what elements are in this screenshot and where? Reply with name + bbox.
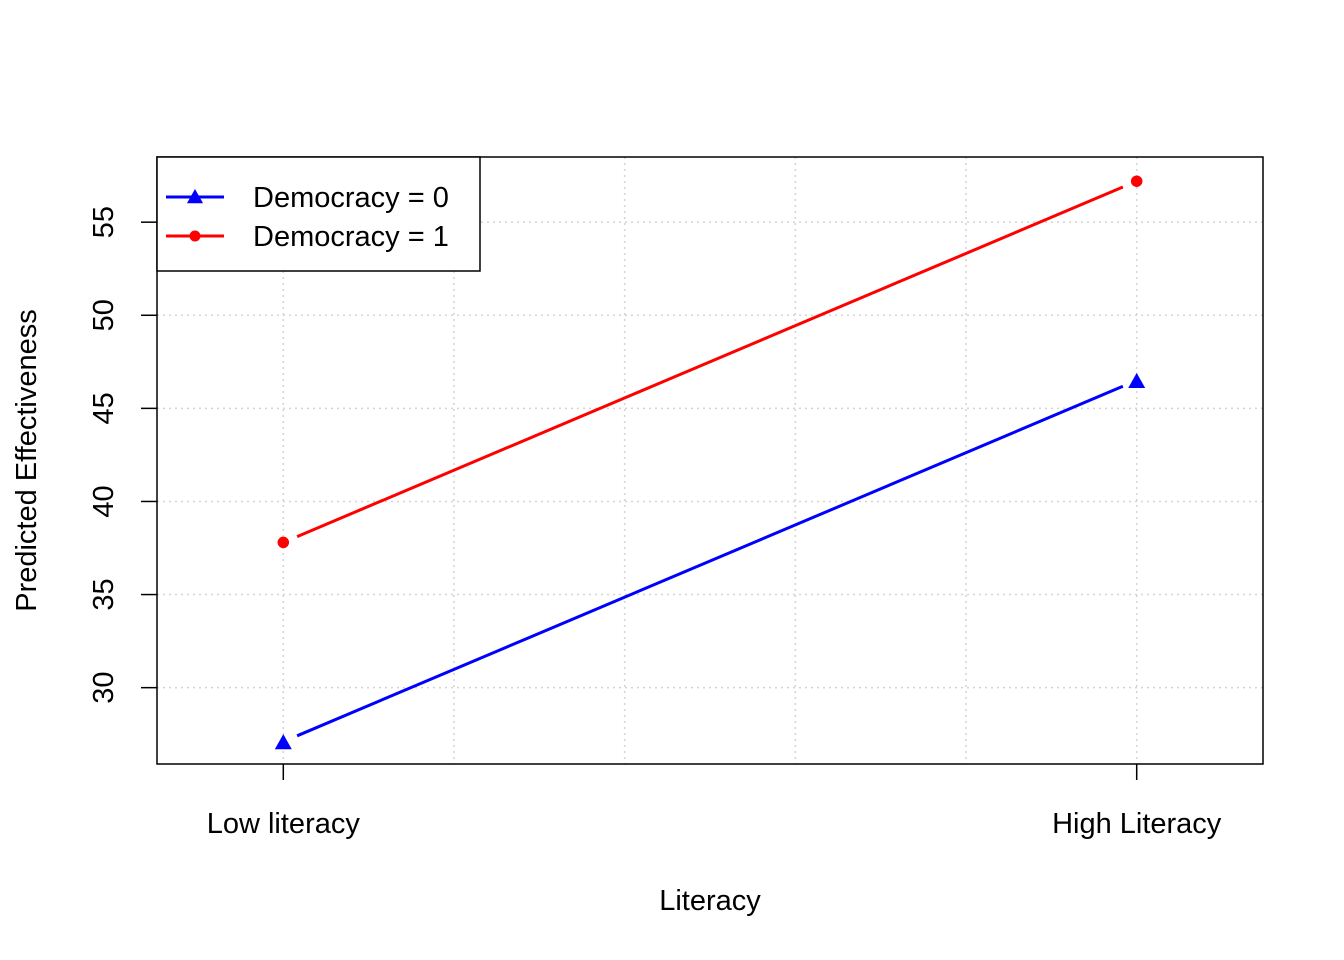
- legend-label-democracy-0: Democracy = 0: [253, 182, 449, 214]
- y-tick-label: 30: [88, 672, 120, 704]
- plot-frame: [156, 156, 1264, 765]
- y-tick-label: 40: [88, 485, 120, 517]
- data-point: [277, 536, 290, 549]
- y-axis-title: Predicted Effectiveness: [11, 309, 43, 612]
- y-tick-label: 50: [88, 299, 120, 331]
- legend-marker-circle: [189, 230, 201, 242]
- series-line: [296, 384, 1124, 738]
- data-point: [274, 734, 292, 750]
- grid: [157, 157, 1263, 764]
- x-tick-label: High Literacy: [1052, 808, 1222, 840]
- y-tick-label: 45: [88, 392, 120, 424]
- x-axis: Low literacy High Literacy: [207, 764, 1222, 840]
- data-point: [1128, 372, 1146, 388]
- data-point: [1130, 175, 1143, 187]
- legend: Democracy = 0 Democracy = 1: [156, 156, 481, 272]
- series-layer: [274, 175, 1146, 750]
- y-tick-label: 35: [88, 578, 120, 610]
- legend-label-democracy-1: Democracy = 1: [253, 221, 449, 253]
- y-tick-label: 55: [88, 206, 120, 238]
- y-axis: 30 35 40 45 50 55: [88, 206, 157, 704]
- legend-marker-triangle: [186, 188, 204, 204]
- series-democracy-0: [274, 372, 1146, 750]
- legend-box: [156, 156, 481, 272]
- x-axis-title: Literacy: [659, 885, 761, 917]
- x-tick-label: Low literacy: [207, 808, 361, 840]
- series-line: [296, 185, 1124, 538]
- series-democracy-1: [277, 175, 1143, 549]
